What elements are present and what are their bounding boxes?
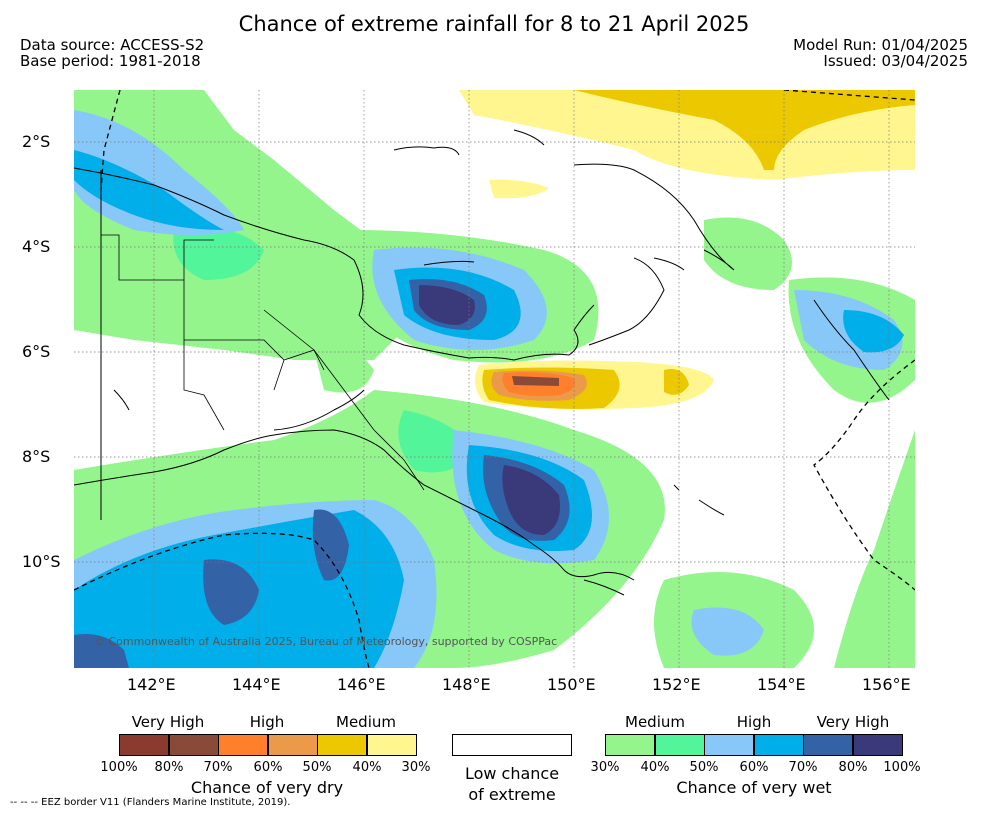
wet-swatch	[803, 734, 853, 756]
eez-footnote: -- -- -- EEZ border V11 (Flanders Marine…	[10, 797, 291, 808]
dry-swatch	[366, 734, 417, 756]
wet-category-high: High	[736, 713, 772, 731]
dry-tick: 80%	[154, 760, 184, 775]
dry-swatch	[119, 734, 169, 756]
wet-veryhigh-80-100	[419, 285, 560, 535]
wet-swatch	[753, 734, 804, 756]
issued-date: Issued: 03/04/2025	[823, 52, 968, 70]
dry-tick: 30%	[401, 760, 431, 775]
wet-swatch	[852, 734, 903, 756]
province-borders	[101, 234, 425, 491]
dry-swatch	[218, 734, 268, 756]
dry-swatch	[267, 734, 318, 756]
wet-category-very-high: Very High	[816, 713, 890, 731]
dry-tick: 50%	[302, 760, 332, 775]
data-source: Data source: ACCESS-S2	[20, 36, 205, 54]
wet-swatch	[654, 734, 705, 756]
wet-tick: 70%	[788, 760, 818, 775]
dry-tick: 100%	[100, 760, 138, 775]
dry-swatch	[317, 734, 367, 756]
lat-label-4s: 4°S	[22, 237, 51, 256]
low-chance-label-1: Low chance	[464, 764, 560, 783]
low-chance-swatch	[452, 734, 572, 756]
model-run: Model Run: 01/04/2025	[793, 36, 968, 54]
lon-label-146e: 146°E	[337, 675, 386, 694]
lat-label-2s: 2°S	[22, 132, 51, 151]
base-period: Base period: 1981-2018	[20, 52, 201, 70]
dry-category-very-high: Very High	[131, 713, 205, 731]
lon-label-148e: 148°E	[442, 675, 491, 694]
dry-tick: 40%	[352, 760, 382, 775]
dry-tick: 70%	[203, 760, 233, 775]
copyright-note: © Commonwealth of Australia 2025, Bureau…	[94, 635, 557, 648]
wet-tick: 60%	[739, 760, 769, 775]
page-title: Chance of extreme rainfall for 8 to 21 A…	[238, 12, 750, 36]
lat-label-6s: 6°S	[22, 342, 51, 361]
wet-tick: 40%	[640, 760, 670, 775]
coastline	[74, 129, 890, 596]
graticule	[74, 90, 915, 668]
wet-swatch	[704, 734, 754, 756]
wet-tick: 30%	[590, 760, 620, 775]
low-chance-label-2: of extreme	[468, 785, 556, 804]
dry-tick: 60%	[253, 760, 283, 775]
rainfall-map: © Commonwealth of Australia 2025, Bureau…	[74, 90, 915, 668]
lon-label-144e: 144°E	[232, 675, 281, 694]
lon-label-152e: 152°E	[652, 675, 701, 694]
lat-label-8s: 8°S	[22, 447, 51, 466]
wet-tick: 50%	[689, 760, 719, 775]
lon-label-142e: 142°E	[127, 675, 176, 694]
dry-legend-title: Chance of very dry	[190, 778, 344, 797]
lon-label-154e: 154°E	[757, 675, 806, 694]
dry-swatch	[168, 734, 219, 756]
dry-category-high: High	[249, 713, 285, 731]
lon-label-150e: 150°E	[547, 675, 596, 694]
wet-category-medium: Medium	[625, 713, 685, 731]
eez-border	[74, 90, 915, 668]
dry-category-medium: Medium	[336, 713, 396, 731]
lon-label-156e: 156°E	[862, 675, 911, 694]
dry-veryhigh-80-100	[512, 376, 559, 386]
wet-tick: 80%	[838, 760, 868, 775]
wet-swatch	[605, 734, 655, 756]
lat-label-10s: 10°S	[22, 552, 61, 571]
wet-tick: 100%	[883, 760, 921, 775]
wet-legend-title: Chance of very wet	[676, 778, 832, 797]
